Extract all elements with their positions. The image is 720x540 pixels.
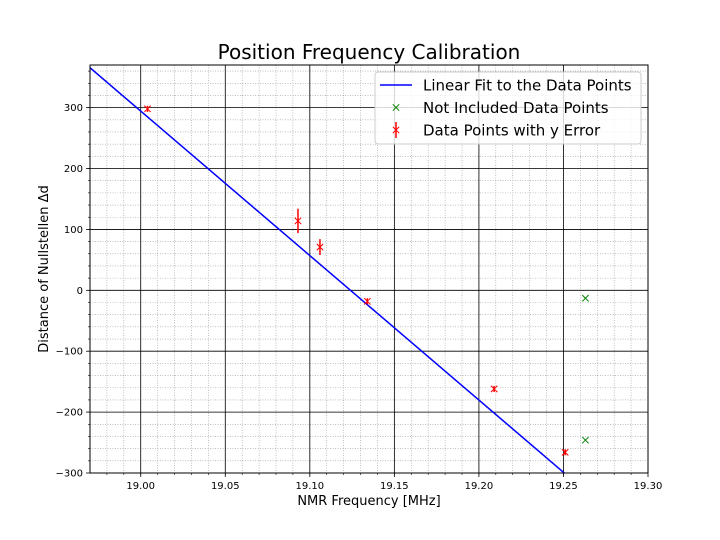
data-point: [363, 297, 371, 305]
legend-marker-swatch: [392, 126, 400, 134]
chart-title: Position Frequency Calibration: [218, 40, 521, 64]
x-tick-label: 19.15: [380, 481, 409, 492]
x-tick-label: 19.25: [549, 481, 578, 492]
marker-stroke: [490, 385, 498, 393]
x-axis: 19.00 19.05 19.10 19.15 19.20 19.25 19.30: [106, 473, 663, 492]
data-point: [561, 448, 569, 456]
y-axis: −300 −200 −100 0 100 200 300: [56, 70, 90, 480]
legend-label: Data Points with y Error: [423, 122, 601, 140]
marker-stroke: [561, 448, 569, 456]
marker-stroke: [392, 103, 400, 112]
marker-stroke: [581, 294, 589, 302]
marker-stroke: [581, 436, 589, 444]
legend: Linear Fit to the Data Points Not Include…: [374, 71, 642, 145]
y-axis-label: Distance of Nullstellen Δd: [37, 185, 52, 352]
y-tick-label: 200: [64, 164, 83, 175]
series-1: [581, 294, 589, 444]
y-tick-label: 0: [77, 286, 83, 297]
x-axis-label: NMR Frequency [MHz]: [297, 494, 440, 509]
y-tick-label: −100: [56, 347, 83, 358]
y-tick-label: 300: [64, 103, 83, 114]
x-tick-label: 19.05: [211, 481, 240, 492]
data-layer: [90, 67, 589, 473]
marker-stroke: [294, 217, 302, 225]
x-tick-label: 19.20: [465, 481, 494, 492]
plot-frame: [89, 64, 649, 474]
legend-label: Not Included Data Points: [423, 99, 609, 117]
data-point-excluded: [581, 294, 589, 302]
legend-marker-swatch: [392, 103, 400, 112]
series-0: [90, 67, 566, 473]
y-tick-label: −200: [56, 408, 83, 419]
x-tick-label: 19.30: [634, 481, 663, 492]
legend-label: Linear Fit to the Data Points: [423, 77, 632, 95]
legend-item: Not Included Data Points: [392, 99, 609, 117]
y-tick-label: 100: [64, 225, 83, 236]
marker-stroke: [363, 297, 371, 305]
data-point: [316, 243, 324, 251]
legend-item: Data Points with y Error: [392, 122, 601, 140]
x-tick-label: 19.10: [295, 481, 324, 492]
legend-item: Linear Fit to the Data Points: [380, 77, 632, 95]
marker-stroke: [316, 243, 324, 251]
data-point: [294, 217, 302, 225]
legend-box: [374, 71, 642, 145]
data-point: [143, 105, 152, 113]
fit-line: [90, 67, 566, 473]
data-point: [490, 385, 498, 393]
marker-stroke: [392, 126, 400, 134]
x-tick-label: 19.00: [126, 481, 155, 492]
marker-stroke: [143, 105, 152, 113]
y-tick-label: −300: [56, 469, 83, 480]
series-2: [143, 105, 569, 456]
data-point-excluded: [581, 436, 589, 444]
